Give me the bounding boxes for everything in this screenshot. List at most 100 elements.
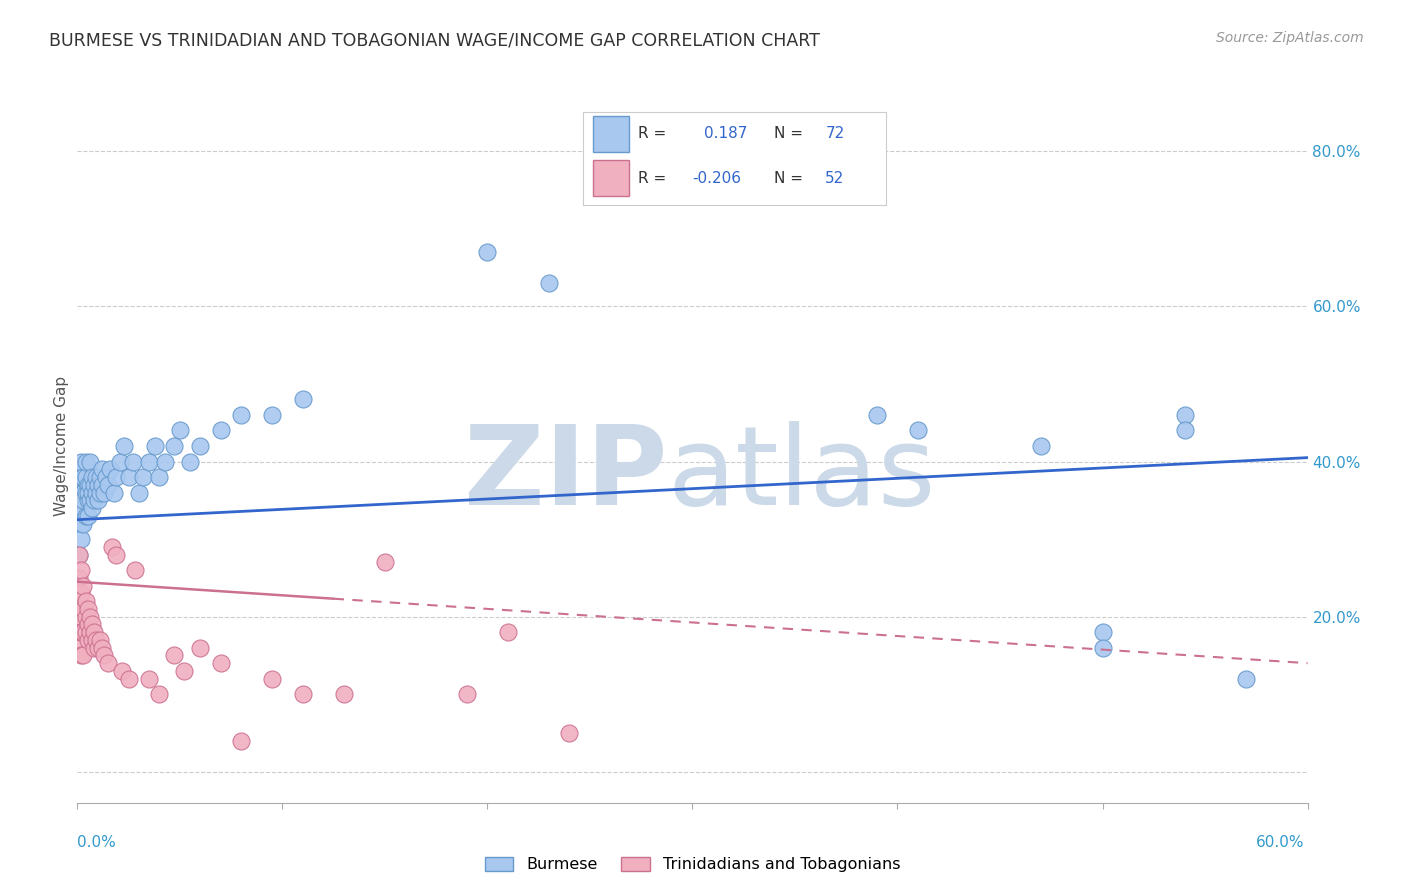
Point <box>537 276 560 290</box>
Point <box>143 439 166 453</box>
Point <box>80 485 103 500</box>
Point <box>94 470 117 484</box>
Text: BURMESE VS TRINIDADIAN AND TOBAGONIAN WAGE/INCOME GAP CORRELATION CHART: BURMESE VS TRINIDADIAN AND TOBAGONIAN WA… <box>49 31 820 49</box>
Point <box>496 625 519 640</box>
Point <box>80 632 103 647</box>
Text: 0.0%: 0.0% <box>77 836 117 850</box>
Point <box>209 656 232 670</box>
Point <box>67 493 90 508</box>
Point <box>98 462 121 476</box>
Point <box>291 687 314 701</box>
Point <box>76 477 98 491</box>
Point <box>93 485 115 500</box>
Point <box>155 454 177 468</box>
Point <box>90 477 114 491</box>
Point <box>89 470 111 484</box>
Point <box>75 485 97 500</box>
Point <box>1234 672 1257 686</box>
Text: 52: 52 <box>825 171 845 186</box>
Point <box>83 625 105 640</box>
Point <box>67 609 90 624</box>
Point <box>67 640 90 655</box>
Point <box>70 516 93 531</box>
Point <box>456 687 478 701</box>
Point <box>188 640 212 655</box>
Point <box>110 454 132 468</box>
Point <box>72 579 94 593</box>
Point <box>89 485 111 500</box>
Text: ZIP: ZIP <box>464 421 668 528</box>
Point <box>70 563 93 577</box>
Point <box>97 656 120 670</box>
Point <box>72 493 94 508</box>
Point <box>90 462 114 476</box>
Point <box>87 477 110 491</box>
Point <box>333 687 356 701</box>
Point <box>76 508 98 523</box>
Point <box>70 625 93 640</box>
Point <box>72 602 94 616</box>
Point <box>67 594 90 608</box>
Point <box>70 609 93 624</box>
Point <box>76 602 98 616</box>
Point <box>79 477 101 491</box>
Point <box>105 548 128 562</box>
Point <box>70 454 93 468</box>
Point <box>76 617 98 632</box>
Point <box>76 485 98 500</box>
Point <box>114 439 136 453</box>
Text: N =: N = <box>773 127 803 142</box>
Point <box>70 648 93 663</box>
Point <box>67 625 90 640</box>
Point <box>76 493 98 508</box>
Point <box>90 640 114 655</box>
Point <box>83 640 105 655</box>
Point <box>79 609 101 624</box>
Point <box>128 485 150 500</box>
Point <box>907 424 929 438</box>
Point <box>262 672 284 686</box>
Text: -0.206: -0.206 <box>692 171 741 186</box>
Point <box>97 477 120 491</box>
Point <box>163 439 186 453</box>
Point <box>75 594 97 608</box>
Point <box>374 555 396 569</box>
Point <box>72 648 94 663</box>
Point <box>138 454 160 468</box>
Text: atlas: atlas <box>668 421 936 528</box>
Point <box>83 493 105 508</box>
Point <box>83 477 105 491</box>
Point <box>1174 408 1197 422</box>
Point <box>80 617 103 632</box>
Point <box>67 571 90 585</box>
Point <box>105 470 128 484</box>
Point <box>79 625 101 640</box>
Point <box>179 454 201 468</box>
Point <box>67 548 90 562</box>
Point <box>75 508 97 523</box>
Point <box>231 733 253 747</box>
Point <box>188 439 212 453</box>
Point <box>148 470 170 484</box>
Point <box>72 485 94 500</box>
Point <box>111 664 134 678</box>
Point <box>67 548 90 562</box>
Point <box>173 664 195 678</box>
Point <box>70 586 93 600</box>
Point <box>67 477 90 491</box>
Point <box>124 563 146 577</box>
Point <box>87 640 110 655</box>
Point <box>1174 424 1197 438</box>
Point <box>89 632 111 647</box>
Text: 72: 72 <box>825 127 845 142</box>
Point <box>70 470 93 484</box>
Y-axis label: Wage/Income Gap: Wage/Income Gap <box>53 376 69 516</box>
Point <box>1029 439 1052 453</box>
Point <box>121 454 143 468</box>
Bar <box>592 116 628 152</box>
Point <box>72 625 94 640</box>
Point <box>117 470 139 484</box>
Point <box>163 648 186 663</box>
Point <box>75 625 97 640</box>
Point <box>866 408 889 422</box>
